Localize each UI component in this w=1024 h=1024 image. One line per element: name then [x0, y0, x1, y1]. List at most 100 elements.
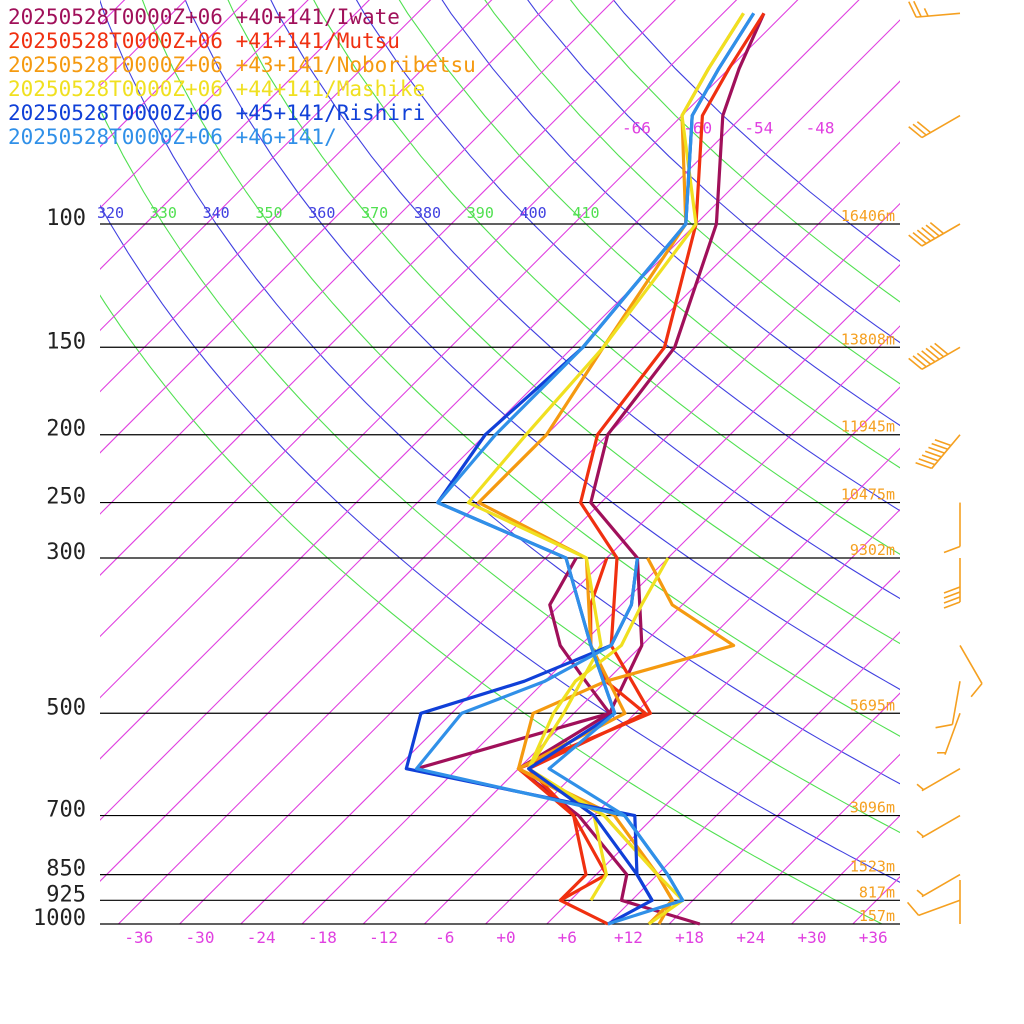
isotherm: [100, 0, 187, 87]
height-label: 817m: [859, 883, 895, 901]
dry-adiabat: [313, 0, 900, 555]
height-label: 157m: [859, 907, 895, 925]
pressure-label: 500: [46, 695, 86, 720]
legend-entry: 20250528T0000Z+06 +44+141/Mashike: [8, 77, 426, 101]
wind-barb: [935, 681, 961, 729]
theta-label: 320: [97, 204, 124, 222]
wind-barb: [908, 114, 961, 139]
height-label: 13808m: [841, 330, 895, 348]
dewpoint-line: [527, 557, 670, 902]
height-label: 16406m: [841, 207, 895, 225]
dry-adiabat: [612, 0, 900, 263]
wind-barb: [908, 222, 961, 247]
isotherm: [100, 0, 615, 515]
wind-barb: [937, 713, 961, 755]
isotherm: [100, 19, 900, 821]
x-tick-label: -24: [247, 928, 276, 947]
wind-barb: [943, 557, 961, 609]
dewpoint-line: [416, 557, 612, 771]
isotherm: [117, 141, 900, 924]
pressure-label: 1000: [33, 906, 86, 931]
isotherm: [100, 0, 554, 454]
legend-entry: 20250528T0000Z+06 +45+141/Rishiri: [8, 101, 426, 125]
x-tick-label: -18: [308, 928, 337, 947]
pressure-label: 700: [46, 798, 86, 823]
theta-label: 330: [150, 204, 177, 222]
theta-label: 380: [414, 204, 441, 222]
isotherm: [100, 80, 900, 882]
isotherm: [100, 0, 493, 393]
pressure-label: 925: [46, 882, 86, 907]
isotherm: [100, 0, 248, 148]
isotherm: [100, 0, 309, 209]
upper-temp-label: -54: [744, 118, 773, 137]
isotherm: [100, 0, 370, 270]
x-tick-label: +30: [798, 928, 827, 947]
theta-label: 370: [361, 204, 388, 222]
isotherm: [899, 0, 1024, 939]
x-tick-label: -12: [369, 928, 398, 947]
isotherm: [100, 0, 860, 760]
wind-barb: [943, 502, 961, 554]
x-tick-label: +36: [859, 928, 888, 947]
wind-barb: [959, 645, 983, 698]
isotherm: [484, 508, 900, 924]
wind-barb: [908, 0, 961, 18]
dewpoint-line: [516, 557, 736, 926]
isotherm: [100, 0, 799, 699]
pressure-label: 250: [46, 485, 86, 510]
wind-barb: [916, 873, 961, 898]
wind-barb: [916, 768, 961, 792]
height-label: 1523m: [850, 858, 895, 876]
isotherm: [546, 570, 900, 924]
temperature-line: [436, 12, 756, 926]
wind-barbs: [906, 0, 983, 924]
isotherm: [240, 264, 900, 924]
isotherm: [607, 631, 900, 924]
height-label: 10475m: [841, 486, 895, 504]
legend-entry: 20250528T0000Z+06 +41+141/Mutsu: [8, 29, 400, 53]
legend-entry: 20250528T0000Z+06 +40+141/Iwate: [8, 5, 400, 29]
temperature-line: [477, 12, 745, 925]
wind-barb: [915, 434, 961, 470]
wind-barb: [906, 899, 961, 917]
height-label: 5695m: [850, 696, 895, 714]
isotherm: [729, 753, 900, 924]
pressure-label: 100: [46, 206, 86, 231]
isotherm: [100, 0, 432, 332]
height-label: 3096m: [850, 799, 895, 817]
theta-label: 340: [203, 204, 230, 222]
x-tick-label: -36: [124, 928, 153, 947]
wind-barb: [916, 814, 961, 839]
theta-label: 400: [520, 204, 547, 222]
theta-label: 350: [255, 204, 282, 222]
isotherm: [301, 325, 900, 924]
theta-label: 390: [467, 204, 494, 222]
isotherm: [960, 0, 1024, 939]
isotherm: [790, 814, 900, 924]
upper-temp-label: -48: [806, 118, 835, 137]
isotherm: [423, 447, 900, 924]
temperature-line: [436, 12, 756, 926]
isotherm: [362, 386, 900, 924]
wind-barb: [908, 342, 961, 370]
pressure-label: 850: [46, 857, 86, 882]
dry-adiabat: [484, 0, 900, 385]
x-tick-label: +12: [614, 928, 643, 947]
x-tick-label: +6: [558, 928, 577, 947]
dry-adiabat: [527, 0, 900, 344]
legend-entry: 20250528T0000Z+06 +43+141/Noboribetsu: [8, 53, 476, 77]
profiles: [404, 12, 766, 926]
isotherm: [178, 202, 900, 924]
upper-temp-label: -60: [683, 118, 712, 137]
x-tick-label: +0: [496, 928, 515, 947]
temperature-line: [466, 12, 745, 926]
x-tick-label: -6: [435, 928, 454, 947]
pressure-label: 150: [46, 329, 86, 354]
dewpoint-line: [414, 557, 685, 902]
isotherm: [668, 692, 900, 924]
isotherm: [100, 0, 738, 638]
height-label: 11945m: [841, 418, 895, 436]
pressure-label: 200: [46, 417, 86, 442]
